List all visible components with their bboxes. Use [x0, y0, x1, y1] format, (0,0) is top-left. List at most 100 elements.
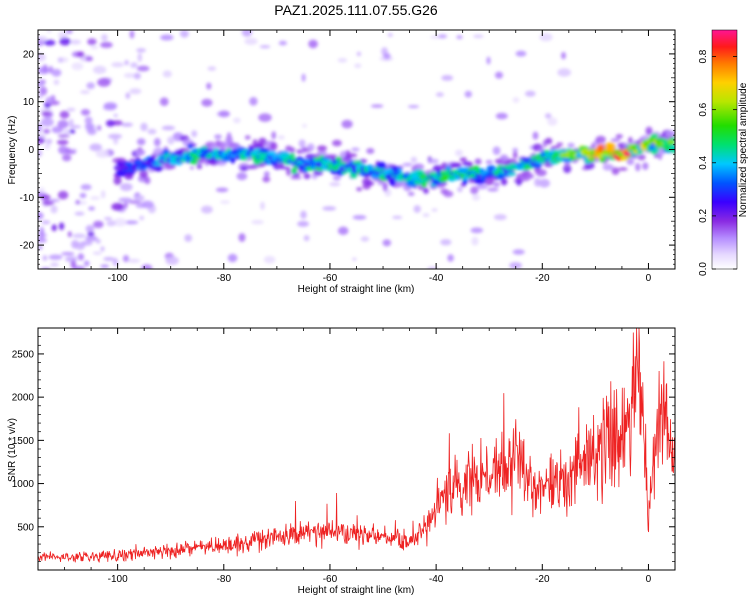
heatmap-ridge-cell — [397, 168, 403, 173]
heatmap-noise-cell — [48, 198, 61, 203]
heatmap-ridge-cell — [280, 153, 290, 159]
heatmap-noise-cell — [337, 226, 349, 235]
heatmap-noise-cell — [165, 256, 179, 265]
heatmap-noise-cell — [87, 231, 95, 237]
heatmap-noise-cell — [301, 73, 306, 82]
heatmap-noise-cell — [471, 236, 479, 246]
heatmap-noise-cell — [303, 235, 310, 242]
heatmap-noise-cell — [41, 220, 51, 225]
heatmap-noise-cell — [118, 197, 133, 203]
y-tick-label: -20 — [20, 241, 35, 252]
heatmap-noise-cell — [44, 39, 56, 46]
y-tick-label: 2000 — [12, 393, 35, 404]
heatmap-noise-cell — [85, 56, 93, 62]
heatmap-halo-cell — [526, 173, 535, 179]
heatmap-noise-cell — [38, 139, 41, 144]
heatmap-ridge-cell — [669, 137, 675, 141]
heatmap-noise-cell — [67, 231, 72, 238]
heatmap-noise-cell — [50, 262, 59, 267]
snr-y-label: SNR (10 * v/v) — [7, 418, 18, 482]
heatmap-noise-cell — [259, 45, 271, 49]
heatmap-halo-cell — [262, 176, 271, 183]
heatmap-halo-cell — [226, 132, 232, 138]
y-tick-label: 10 — [23, 97, 35, 108]
heatmap-noise-cell — [184, 234, 193, 242]
heatmap-noise-cell — [337, 58, 348, 63]
heatmap-ridge-cell — [587, 157, 596, 162]
heatmap-noise-cell — [139, 215, 145, 221]
heatmap-halo-cell — [366, 181, 375, 186]
heatmap-noise-cell — [227, 253, 238, 263]
heatmap-noise-cell — [66, 107, 76, 112]
heatmap-noise-cell — [113, 218, 127, 227]
heatmap-halo-cell — [290, 176, 302, 180]
heatmap-noise-cell — [38, 237, 47, 243]
heatmap-noise-cell — [456, 35, 463, 40]
heatmap-noise-cell — [383, 52, 391, 60]
heatmap-noise-cell — [75, 199, 81, 205]
heatmap-halo-cell — [602, 163, 614, 171]
heatmap-noise-cell — [45, 138, 53, 145]
heatmap-noise-cell — [58, 145, 69, 155]
heatmap-halo-cell — [645, 126, 653, 136]
heatmap-halo-cell — [475, 184, 488, 190]
heatmap-noise-cell — [101, 190, 106, 199]
heatmap-ridge-cell — [259, 148, 270, 153]
heatmap-noise-cell — [438, 34, 448, 39]
heatmap-noise-cell — [44, 143, 51, 150]
heatmap-noise-cell — [40, 194, 51, 200]
heatmap-halo-cell — [217, 141, 226, 150]
heatmap-noise-cell — [93, 220, 104, 229]
heatmap-noise-cell — [41, 111, 52, 116]
heatmap-noise-cell — [111, 62, 124, 68]
heatmap-noise-cell — [407, 105, 420, 109]
heatmap-noise-cell — [161, 125, 176, 131]
heatmap-noise-cell — [322, 206, 337, 211]
heatmap-halo-cell — [441, 181, 448, 186]
heatmap-ridge-cell — [322, 159, 333, 164]
y-tick-label: 1000 — [12, 479, 35, 490]
heatmap-noise-cell — [77, 253, 85, 261]
heatmap-halo-cell — [189, 166, 194, 170]
heatmap-halo-cell — [642, 162, 649, 171]
heatmap-noise-cell — [121, 122, 133, 127]
heatmap-halo-cell — [402, 162, 413, 167]
heatmap-noise-cell — [83, 260, 90, 267]
heatmap-halo-cell — [412, 163, 425, 171]
heatmap-halo-cell — [144, 176, 151, 185]
heatmap-noise-cell — [87, 128, 97, 136]
figure-title: PAZ1.2025.111.07.55.G26 — [274, 2, 438, 18]
heatmap-noise-cell — [123, 73, 136, 78]
x-tick-label: -40 — [429, 574, 444, 585]
heatmap-halo-cell — [493, 181, 500, 187]
heatmap-noise-cell — [218, 110, 230, 118]
heatmap-noise-cell — [153, 137, 161, 147]
spectrogram-heatmap — [38, 30, 675, 269]
heatmap-halo-cell — [428, 158, 439, 164]
heatmap-noise-cell — [251, 220, 264, 225]
heatmap-noise-cell — [410, 156, 418, 164]
spectrogram-y-label: Frequency (Hz) — [7, 116, 18, 185]
heatmap-noise-cell — [63, 129, 71, 136]
heatmap-noise-cell — [207, 66, 217, 71]
heatmap-halo-cell — [584, 161, 595, 170]
heatmap-noise-cell — [56, 139, 69, 146]
heatmap-halo-cell — [332, 139, 342, 147]
y-tick-label: -10 — [20, 193, 35, 204]
heatmap-halo-cell — [366, 148, 375, 154]
heatmap-noise-cell — [51, 126, 63, 134]
heatmap-noise-cell — [160, 34, 174, 41]
heatmap-noise-cell — [38, 82, 45, 87]
heatmap-noise-cell — [136, 65, 150, 72]
heatmap-noise-cell — [76, 51, 85, 58]
heatmap-noise-cell — [354, 63, 362, 69]
heatmap-halo-cell — [443, 190, 454, 198]
heatmap-noise-cell — [495, 112, 508, 120]
heatmap-noise-cell — [50, 205, 58, 214]
heatmap-noise-cell — [141, 200, 154, 209]
heatmap-noise-cell — [100, 264, 110, 269]
snr-panel: -100 -80 -60 -40 -20 0 500 1000 1500 2000 2500 He… — [7, 327, 676, 596]
heatmap-halo-cell — [551, 145, 561, 149]
heatmap-ridge-cell — [506, 172, 517, 176]
